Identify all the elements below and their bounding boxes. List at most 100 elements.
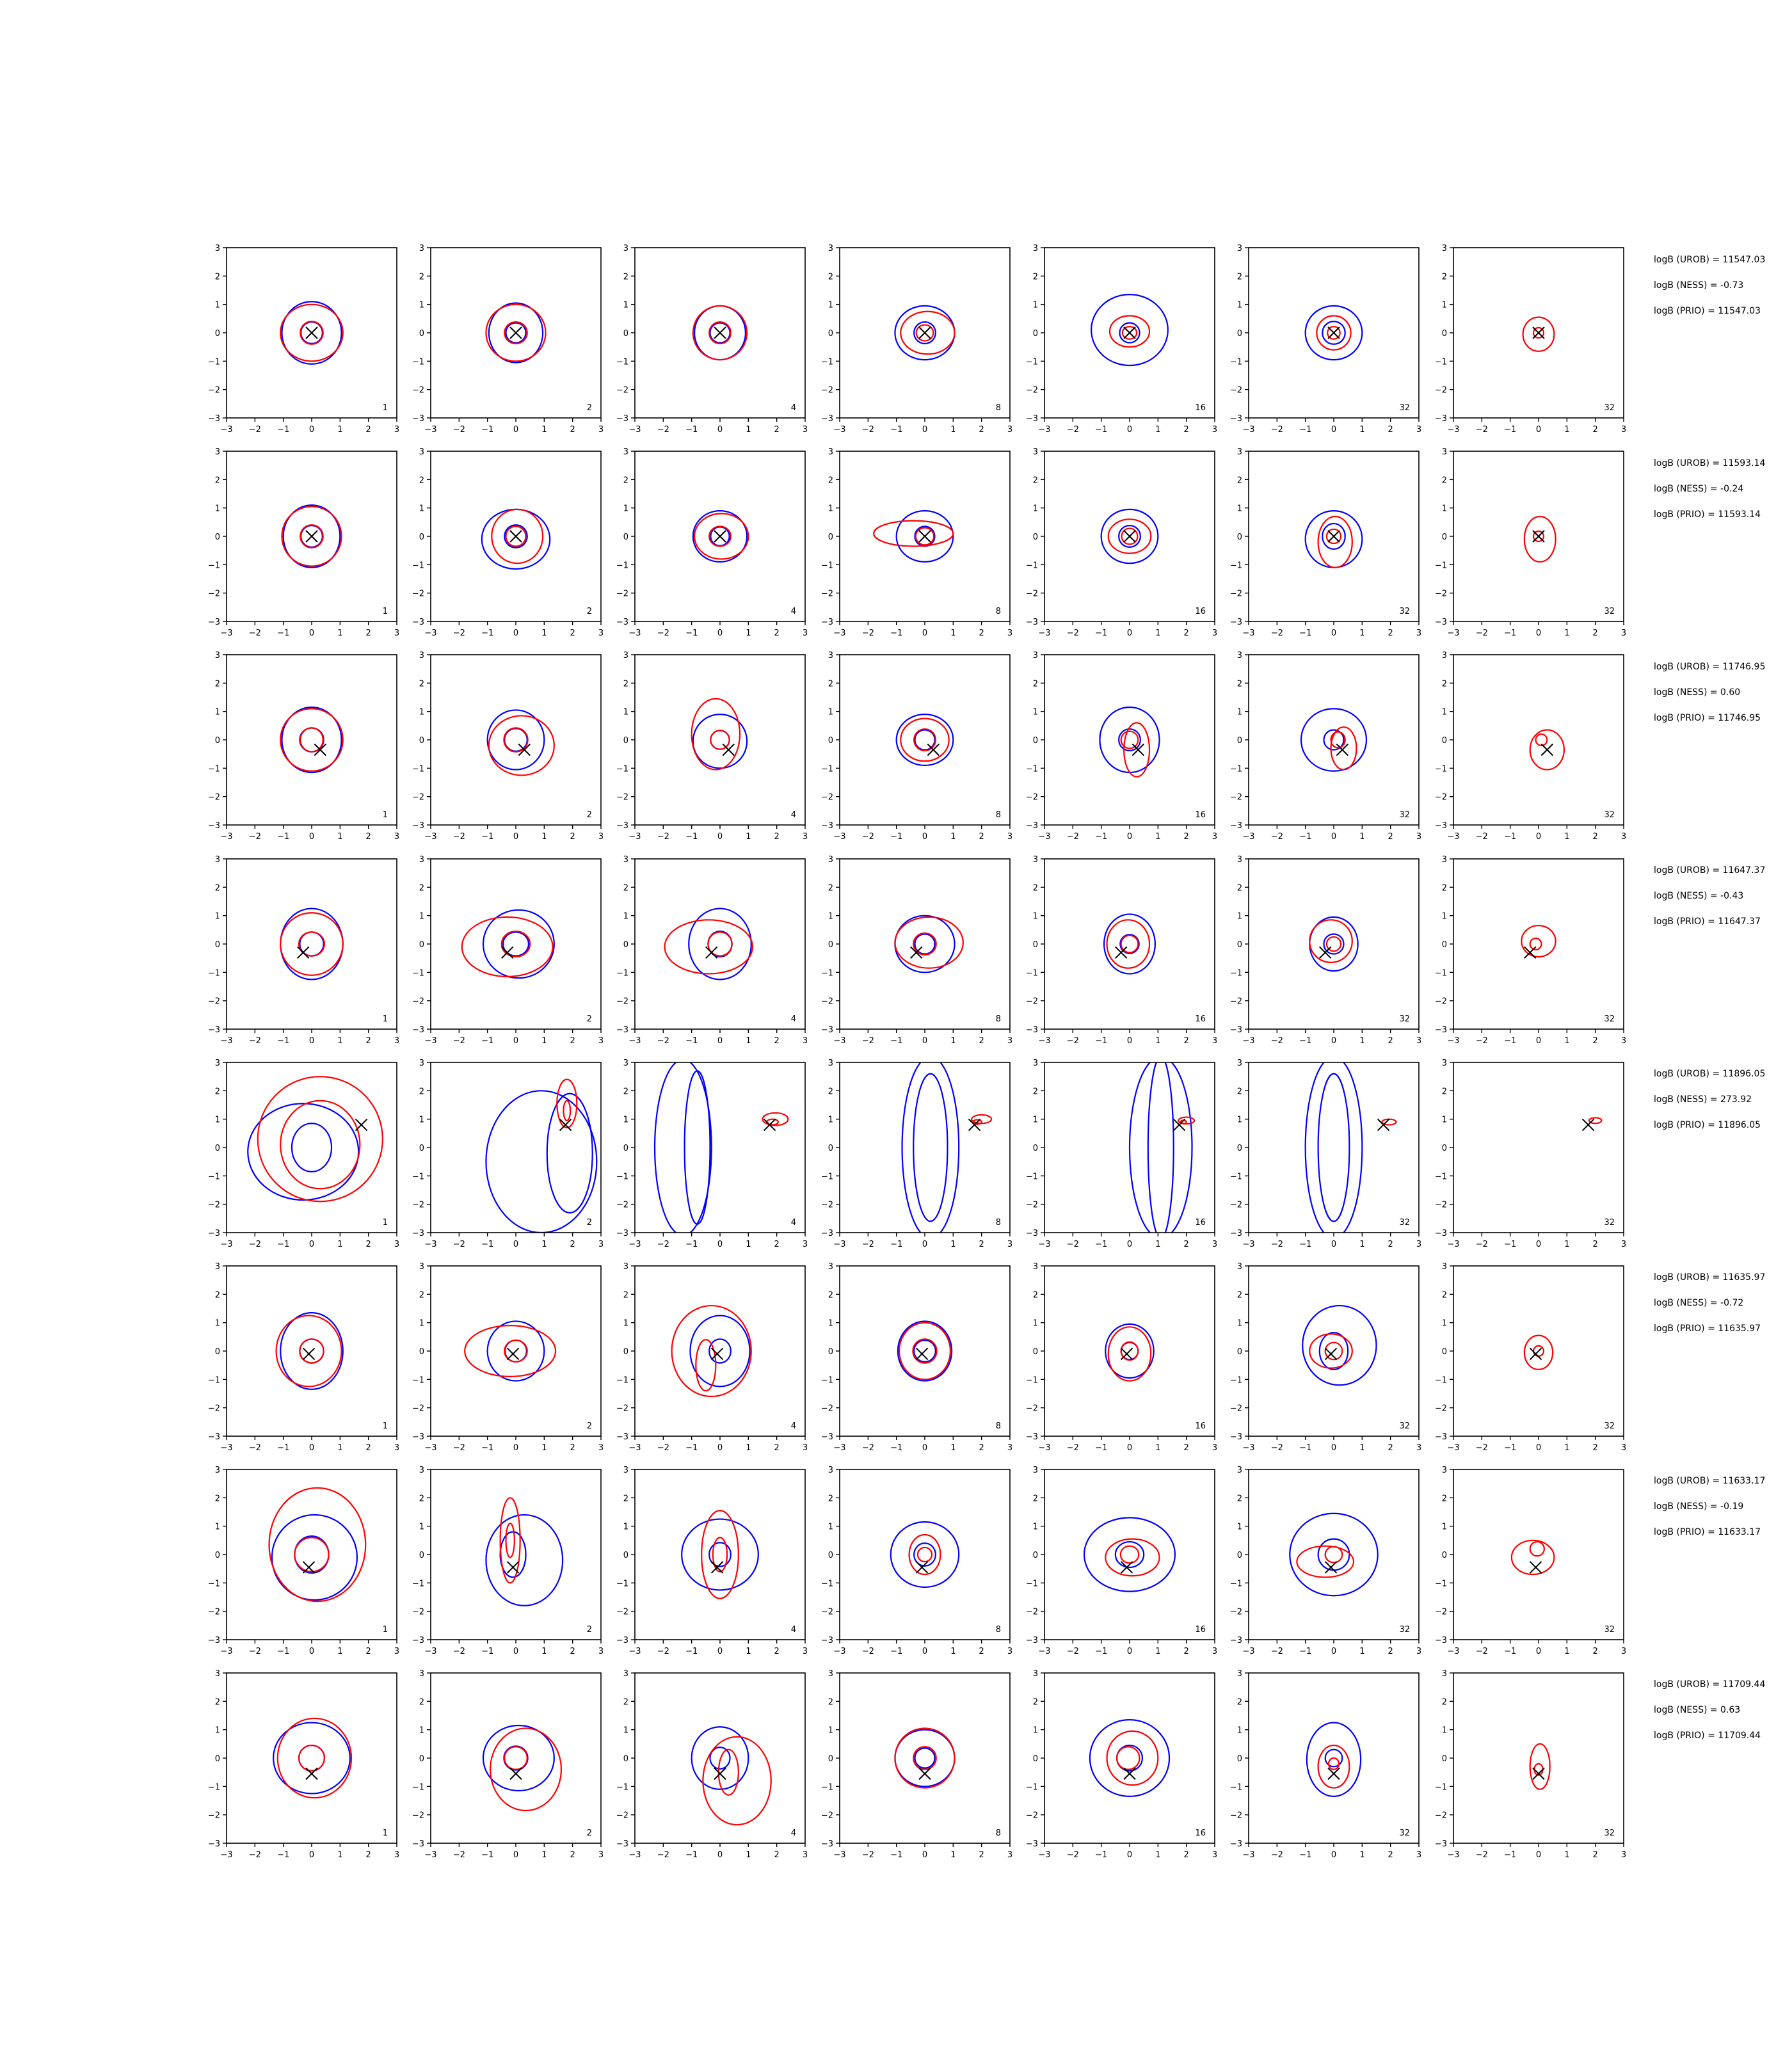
x-tick-label: 2 (1184, 1443, 1189, 1453)
y-tick-label: 1 (1033, 504, 1038, 514)
blue-contour (1306, 1722, 1362, 1797)
x-tick-label: −1 (1299, 1036, 1311, 1046)
x-tick-label: −3 (628, 1647, 641, 1656)
x-tick-label: 1 (1564, 1036, 1569, 1046)
x-tick-label: −1 (685, 1850, 698, 1860)
y-tick-label: 2 (1237, 476, 1242, 485)
x-tick-label: −1 (1095, 1850, 1107, 1860)
subplot: −3 −2 −1 0 1 2 3 −3 −2 −1 0 1 2 3 32 (1435, 1262, 1626, 1453)
panel-label: 32 (1399, 1218, 1410, 1228)
y-tick-label: −2 (412, 1404, 424, 1414)
red-contour (1523, 515, 1556, 563)
red-contour (900, 310, 956, 355)
y-tick-label: 0 (419, 940, 424, 950)
y-tick-label: −1 (821, 1172, 833, 1181)
x-tick-label: 3 (1621, 1240, 1626, 1249)
subplot: −3 −2 −1 0 1 2 3 −3 −2 −1 0 1 2 3 8 (821, 1669, 1012, 1860)
annotation-urob: logB (UROB) = 11633.17 (1654, 1476, 1766, 1486)
x-tick-label: −3 (424, 1036, 436, 1046)
y-tick-label: 3 (419, 1669, 424, 1679)
x-tick-label: 2 (366, 1850, 371, 1860)
x-tick-label: 3 (598, 1240, 604, 1249)
x-tick-label: 1 (950, 1036, 956, 1046)
x-tick-label: −1 (277, 1240, 289, 1249)
x-tick-label: 2 (1184, 425, 1189, 435)
x-tick-label: −3 (1242, 1850, 1254, 1860)
panel-label: 32 (1399, 1014, 1410, 1024)
y-tick-label: 2 (215, 679, 220, 689)
x-tick-label: 2 (774, 1647, 780, 1656)
y-tick-label: −1 (208, 1172, 220, 1181)
x-tick-label: 1 (337, 1240, 342, 1249)
y-tick-label: −2 (821, 1811, 833, 1821)
x-tick-label: 2 (570, 1850, 575, 1860)
x-tick-label: −1 (890, 832, 902, 842)
truth-marker (1532, 326, 1545, 339)
panel-label: 8 (996, 810, 1001, 820)
x-tick-label: 2 (774, 1036, 780, 1046)
y-tick-label: −1 (208, 1782, 220, 1792)
y-tick-label: 2 (1442, 476, 1447, 485)
y-tick-label: −2 (616, 1201, 628, 1210)
x-tick-label: −3 (220, 425, 232, 435)
y-tick-label: 0 (215, 1754, 220, 1764)
contour-group (1304, 1062, 1397, 1233)
truth-marker (918, 1767, 931, 1780)
contour-group (273, 1717, 353, 1799)
y-tick-label: 3 (215, 1466, 220, 1475)
annotation-ness: logB (NESS) = 0.60 (1654, 687, 1741, 698)
y-tick-label: 2 (1237, 1494, 1242, 1503)
y-tick-label: 0 (419, 329, 424, 339)
red-contour (504, 321, 528, 344)
contour-group (890, 1521, 960, 1588)
red-contour (915, 527, 935, 546)
annotation-urob: logB (UROB) = 11709.44 (1654, 1679, 1766, 1690)
x-tick-label: −3 (1038, 628, 1050, 638)
x-tick-label: −2 (862, 1240, 874, 1249)
x-tick-label: −1 (1095, 1240, 1107, 1249)
y-tick-label: 1 (1033, 1116, 1038, 1125)
y-tick-label: 0 (828, 1754, 833, 1764)
x-tick-label: −2 (862, 1850, 874, 1860)
y-tick-label: −3 (208, 1839, 220, 1849)
x-tick-label: −1 (685, 1647, 698, 1656)
y-tick-label: −3 (616, 618, 628, 627)
y-tick-label: 1 (1237, 301, 1242, 310)
red-contour (695, 1339, 717, 1392)
subplot: −3 −2 −1 0 1 2 3 −3 −2 −1 0 1 2 3 16 (1026, 447, 1217, 638)
x-tick-label: −3 (220, 832, 232, 842)
x-tick-label: 2 (1388, 1036, 1393, 1046)
y-tick-label: 1 (419, 504, 424, 514)
panel-label: 16 (1195, 1828, 1206, 1838)
x-tick-label: 0 (717, 1850, 723, 1860)
y-tick-label: −2 (821, 1201, 833, 1210)
panel-label: 1 (383, 810, 388, 820)
y-tick-label: 0 (623, 736, 628, 746)
x-tick-label: −1 (277, 1850, 289, 1860)
y-tick-label: −3 (821, 1636, 833, 1645)
truth-marker (1114, 946, 1128, 959)
y-tick-label: 3 (1442, 855, 1447, 865)
y-tick-label: −2 (1435, 997, 1447, 1007)
x-tick-label: 2 (1388, 1443, 1393, 1453)
contour-group (1099, 706, 1160, 778)
x-tick-label: 1 (337, 1850, 342, 1860)
y-tick-label: 2 (1237, 883, 1242, 893)
panel-label: 1 (383, 403, 388, 413)
y-tick-label: −2 (616, 1608, 628, 1617)
y-tick-label: −1 (1026, 357, 1038, 367)
x-tick-label: 2 (979, 1850, 984, 1860)
y-tick-label: 1 (1237, 708, 1242, 717)
y-tick-label: −3 (1230, 1839, 1242, 1849)
x-tick-label: 0 (1127, 1443, 1132, 1453)
contour-group (894, 915, 964, 973)
y-tick-label: −3 (1026, 1229, 1038, 1238)
y-tick-label: −3 (616, 821, 628, 831)
y-tick-label: 0 (623, 1144, 628, 1153)
red-contour (491, 508, 544, 564)
truth-marker (1529, 1561, 1542, 1574)
red-contour (1325, 528, 1342, 545)
x-tick-label: 2 (979, 425, 984, 435)
x-tick-label: 3 (803, 1850, 808, 1860)
y-tick-label: −2 (1435, 1404, 1447, 1414)
